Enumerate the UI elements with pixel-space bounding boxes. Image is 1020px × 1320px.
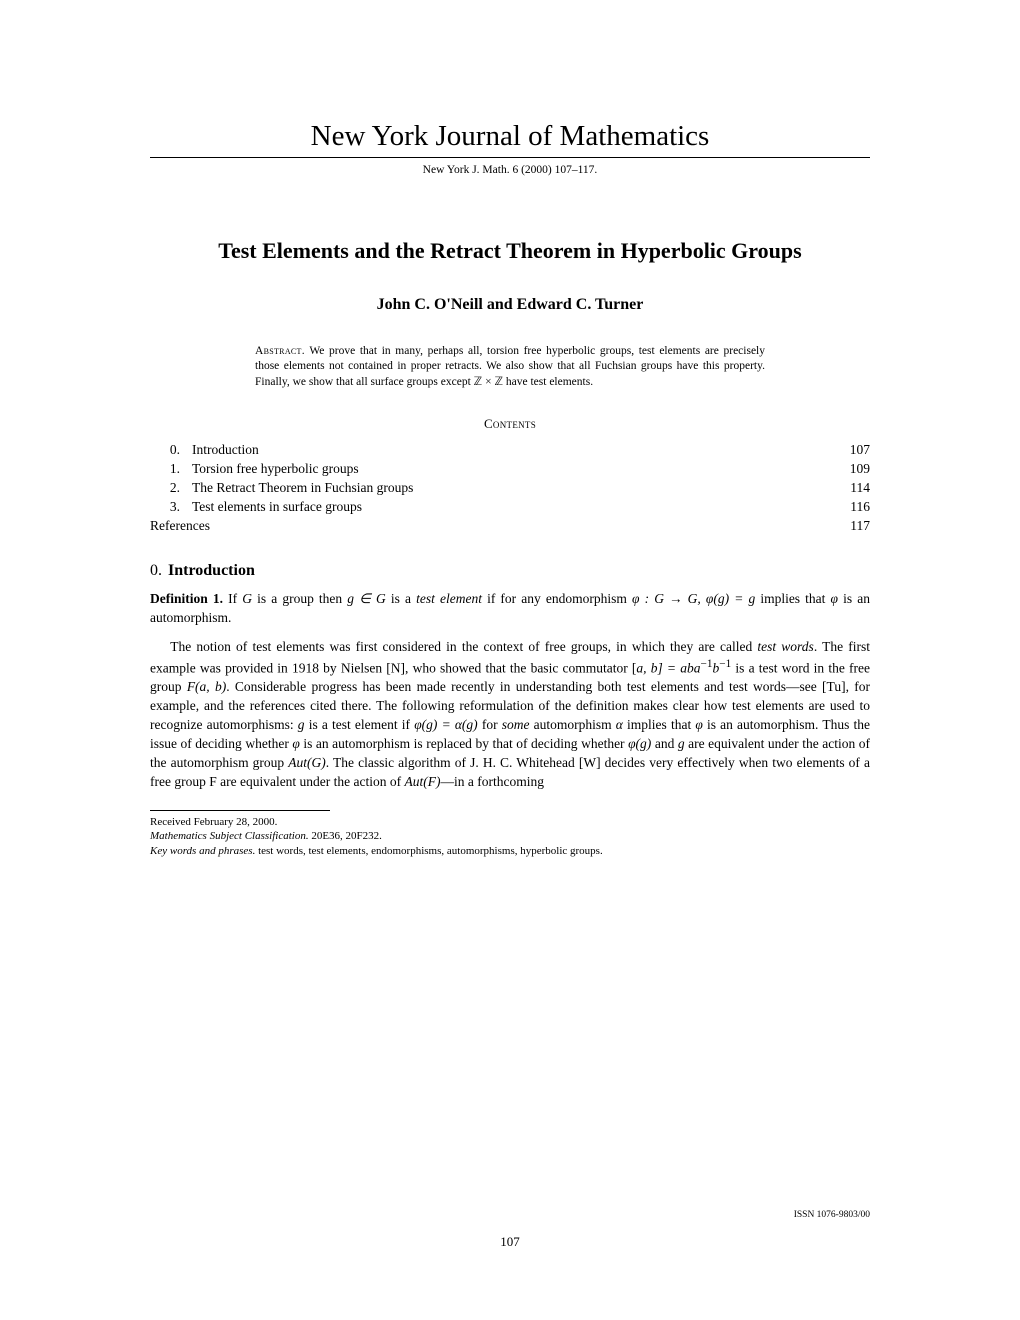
math-expr: a, b] = aba (636, 660, 700, 675)
definition: Definition 1. If G is a group then g ∈ G… (150, 590, 870, 628)
toc-row: 2. The Retract Theorem in Fuchsian group… (150, 480, 870, 496)
superscript: −1 (719, 658, 731, 670)
toc-page: 114 (830, 480, 870, 496)
paper-title: Test Elements and the Retract Theorem in… (150, 236, 870, 266)
def-text: is a group then (252, 591, 347, 606)
def-text: implies that (755, 591, 830, 606)
section-heading: 0. Introduction (150, 562, 870, 580)
p-text: The notion of test elements was first co… (170, 639, 757, 654)
authors: John C. O'Neill and Edward C. Turner (150, 296, 870, 314)
footnote-label: Key words and phrases. (150, 845, 255, 857)
toc-title: References (150, 518, 830, 534)
math-var: φ (831, 591, 838, 606)
page: New York Journal of Mathematics New York… (0, 0, 1020, 1320)
p-text: for (478, 717, 502, 732)
toc-page: 109 (830, 461, 870, 477)
section-title: Introduction (168, 562, 255, 579)
toc-row: References 117 (150, 518, 870, 534)
contents-label: Contents (150, 416, 870, 432)
footnote-received: Received February 28, 2000. (150, 815, 870, 830)
def-text: is a (386, 591, 416, 606)
term: some (502, 717, 530, 732)
p-text: and (651, 736, 678, 751)
footnote-keywords: Key words and phrases. test words, test … (150, 844, 870, 859)
section-num: 0. (150, 562, 162, 579)
math-var: g (678, 736, 685, 751)
math-expr: g ∈ G (347, 591, 385, 606)
footnotes: Received February 28, 2000. Mathematics … (150, 815, 870, 860)
toc-title: The Retract Theorem in Fuchsian groups (192, 480, 830, 496)
p-text: is a test element if (305, 717, 415, 732)
toc-page: 116 (830, 499, 870, 515)
toc-title: Torsion free hyperbolic groups (192, 461, 830, 477)
math-expr: Aut(F) (405, 774, 441, 789)
p-text: is an automorphism is replaced by that o… (300, 736, 628, 751)
abstract-label: Abstract. (255, 345, 305, 357)
toc-title: Test elements in surface groups (192, 499, 830, 515)
def-text: if for any endomorphism (482, 591, 632, 606)
toc-num: 1. (150, 461, 192, 477)
toc-row: 3. Test elements in surface groups 116 (150, 499, 870, 515)
abstract-text: We prove that in many, perhaps all, tors… (255, 345, 765, 388)
footnote-msc: Mathematics Subject Classification. 20E3… (150, 829, 870, 844)
toc-page: 107 (830, 442, 870, 458)
term: test element (416, 591, 482, 606)
footnote-label: Mathematics Subject Classification. (150, 830, 309, 842)
math-var: g (298, 717, 305, 732)
toc-row: 0. Introduction 107 (150, 442, 870, 458)
math-var: φ (292, 736, 299, 751)
math-expr: φ : G → G, φ(g) = g (632, 591, 755, 606)
definition-label: Definition 1. (150, 591, 223, 606)
toc-page: 117 (830, 518, 870, 534)
toc-num: 0. (150, 442, 192, 458)
math-expr: Aut(G) (288, 755, 326, 770)
journal-citation: New York J. Math. 6 (2000) 107–117. (150, 164, 870, 176)
superscript: −1 (700, 658, 712, 670)
p-text: implies that (623, 717, 695, 732)
toc-title: Introduction (192, 442, 830, 458)
def-text: If (228, 591, 242, 606)
footnote-text: test words, test elements, endomorphisms… (255, 845, 602, 857)
toc-num: 2. (150, 480, 192, 496)
paragraph: The notion of test elements was first co… (150, 638, 870, 792)
abstract: Abstract. We prove that in many, perhaps… (255, 344, 765, 391)
math-var: G (242, 591, 252, 606)
footnote-text: 20E36, 20F232. (309, 830, 382, 842)
footnote-rule (150, 810, 330, 811)
p-text: —in a forthcoming (441, 774, 544, 789)
math-expr: F(a, b) (187, 679, 226, 694)
toc-row: 1. Torsion free hyperbolic groups 109 (150, 461, 870, 477)
table-of-contents: 0. Introduction 107 1. Torsion free hype… (150, 442, 870, 534)
p-text: automorphism (529, 717, 615, 732)
math-expr: φ(g) = α(g) (414, 717, 477, 732)
toc-num: 3. (150, 499, 192, 515)
math-var: α (616, 717, 623, 732)
math-expr: φ(g) (628, 736, 651, 751)
issn: ISSN 1076-9803/00 (794, 1210, 870, 1220)
math-var: φ (695, 717, 702, 732)
page-number: 107 (0, 1234, 1020, 1250)
term: test words (757, 639, 813, 654)
journal-name: New York Journal of Mathematics (150, 120, 870, 158)
